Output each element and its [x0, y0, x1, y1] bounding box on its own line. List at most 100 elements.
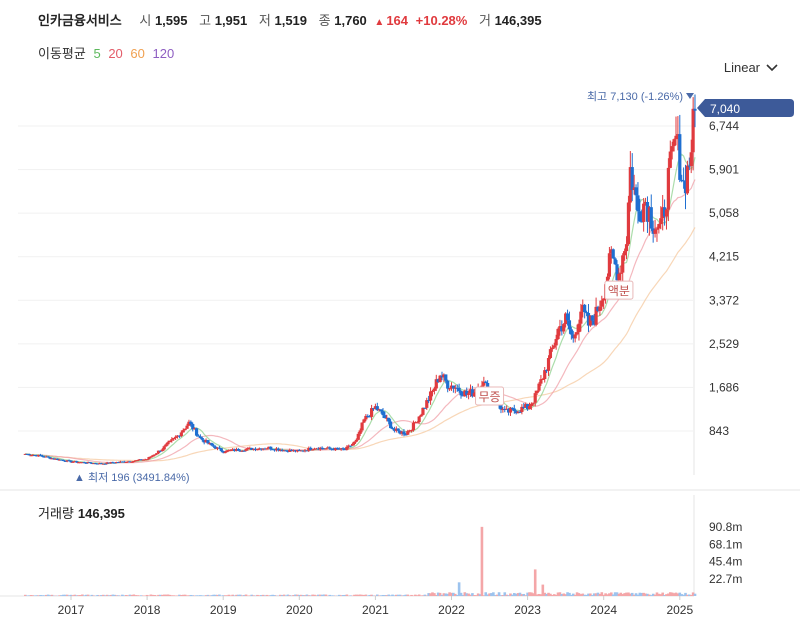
candle-body	[170, 439, 174, 441]
candle-body	[164, 444, 168, 447]
volume-bar	[221, 595, 225, 596]
volume-bar	[349, 595, 352, 596]
volume-bar	[242, 595, 246, 596]
ma-20[interactable]: 20	[108, 46, 123, 61]
candle-body	[518, 411, 522, 413]
volume-bar	[467, 593, 470, 596]
volume-bar	[267, 595, 271, 596]
x-tick-label: 2023	[514, 603, 541, 617]
scale-selector[interactable]: Linear	[724, 60, 778, 75]
volume-bar	[387, 594, 391, 596]
volume-bar	[539, 594, 543, 596]
candle-body	[343, 449, 347, 451]
volume-bar	[90, 594, 94, 596]
volume-bar	[35, 595, 39, 596]
candle-body	[512, 408, 516, 412]
volume-bar	[480, 526, 484, 596]
candle-body	[155, 453, 159, 455]
volume-bar	[377, 595, 381, 596]
candle-body	[337, 448, 341, 450]
volume-bar	[419, 595, 423, 596]
candle-body	[259, 448, 263, 450]
candle-body	[408, 430, 412, 432]
candle-body	[295, 449, 299, 452]
volume-bar	[315, 595, 318, 596]
candle-body	[552, 345, 556, 348]
volume-bar	[172, 595, 176, 596]
volume-bar	[214, 594, 217, 596]
candle-body	[57, 459, 62, 461]
volume-bar	[193, 595, 196, 596]
volume-bar	[490, 593, 493, 596]
candle-body	[672, 139, 676, 147]
volume-bar	[109, 594, 113, 596]
moving-average-label[interactable]: 이동평균	[38, 46, 86, 61]
volume-bar	[649, 595, 653, 596]
volume-bar	[77, 595, 80, 596]
volume-bar	[41, 595, 44, 596]
chevron-down-icon	[766, 63, 778, 71]
candle-body	[257, 448, 261, 450]
volume-bar	[233, 595, 236, 596]
ma-60[interactable]: 60	[130, 46, 145, 61]
candle-body	[181, 430, 185, 433]
volume-bar	[613, 592, 617, 596]
volume-bar	[598, 593, 602, 596]
candle-body	[415, 422, 419, 424]
volume-bar	[208, 595, 212, 596]
candle-body	[611, 249, 615, 259]
candle-body	[676, 134, 680, 136]
volume-label: 거	[478, 13, 491, 28]
volume-bar	[134, 595, 137, 596]
volume-bar	[282, 594, 286, 596]
candle-body	[312, 448, 317, 450]
volume-bar	[212, 594, 215, 596]
candle-body	[554, 339, 558, 346]
volume-bar	[252, 595, 255, 596]
ma-5[interactable]: 5	[93, 46, 101, 61]
volume-bar	[290, 595, 293, 596]
price-tick-label: 5,058	[709, 206, 739, 220]
candle-body	[352, 441, 357, 444]
volume-bar	[362, 594, 366, 596]
candle-body	[409, 430, 414, 432]
candle-body	[571, 334, 575, 339]
volume-bar	[533, 569, 537, 596]
candle-body	[685, 165, 690, 194]
candle-body	[623, 251, 627, 256]
candle-body	[417, 416, 421, 423]
candle-body	[501, 408, 505, 410]
candle-body	[404, 434, 408, 436]
volume-bar	[455, 594, 459, 596]
candle-body	[99, 463, 104, 465]
candle-body	[423, 407, 427, 409]
volume-bar	[596, 592, 600, 596]
candle-body	[267, 446, 271, 449]
volume-bar	[589, 593, 592, 596]
volume-bar	[655, 592, 659, 596]
candle-body	[411, 422, 416, 431]
volume-bar	[269, 595, 273, 596]
volume-bar	[505, 594, 508, 596]
candle-body	[428, 391, 433, 401]
candle-body	[402, 431, 406, 435]
candle-body	[73, 461, 77, 463]
volume-bar	[157, 594, 160, 596]
volume-bar	[663, 594, 666, 596]
candle-body	[69, 460, 73, 463]
candle-body	[455, 387, 459, 389]
candle-body	[92, 463, 96, 465]
candle-body	[607, 253, 612, 277]
volume-bar	[58, 595, 61, 596]
open-label: 시	[139, 13, 152, 28]
volume-bar	[372, 595, 375, 596]
candle-body	[80, 462, 85, 464]
candle-body	[541, 379, 545, 381]
volume-bar	[240, 595, 244, 596]
ma-120[interactable]: 120	[152, 46, 175, 61]
volume-bar	[436, 592, 440, 596]
candle-body	[210, 443, 214, 446]
candle-body	[229, 450, 233, 452]
high-value: 1,951	[214, 13, 248, 28]
